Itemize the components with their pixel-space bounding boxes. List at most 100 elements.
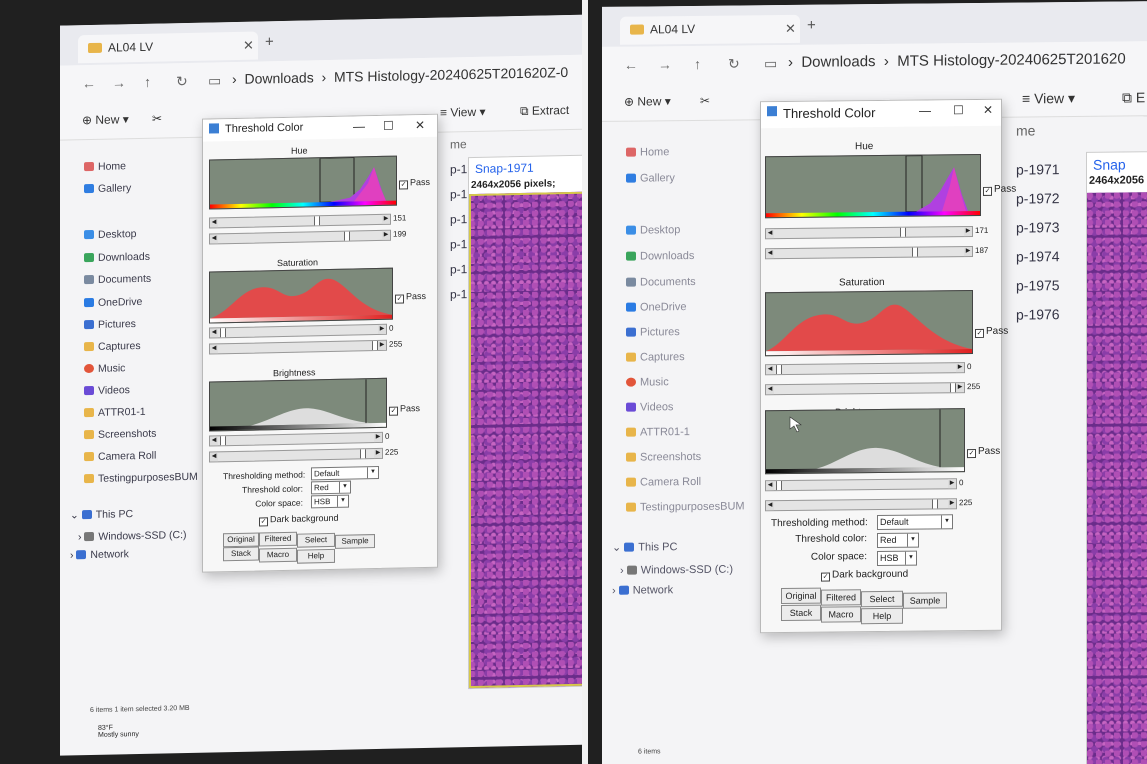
space-select[interactable]: HSB ▼	[877, 550, 917, 567]
space-select[interactable]: HSB ▼	[311, 494, 349, 509]
method-select[interactable]: Default ▼	[877, 514, 953, 531]
file-item[interactable]: p-1975	[1016, 277, 1060, 294]
tab-al04[interactable]: AL04 LV ✕	[620, 14, 800, 45]
file-item[interactable]: p-1974	[1016, 248, 1060, 265]
sidebar-item-network[interactable]: › Network	[70, 548, 129, 562]
file-item[interactable]: p-1971	[1016, 161, 1060, 178]
slider-thumb[interactable]	[900, 227, 906, 237]
stack-button[interactable]: Stack	[223, 546, 259, 562]
slider-thumb[interactable]	[220, 328, 226, 338]
sidebar-item-desktop[interactable]: Desktop	[84, 228, 137, 241]
refresh-icon[interactable]: ↻	[176, 72, 188, 90]
arrow-right-icon[interactable]: ▶	[382, 214, 390, 224]
sidebar-item-documents[interactable]: Documents	[626, 276, 696, 289]
close-icon[interactable]: ✕	[983, 102, 994, 117]
slider-thumb[interactable]	[776, 365, 782, 375]
minimize-icon[interactable]: —	[353, 119, 365, 134]
slider-thumb[interactable]	[344, 231, 350, 241]
up-icon[interactable]: ↑	[144, 73, 151, 90]
filtered-button[interactable]: Filtered	[259, 531, 297, 547]
hue-pass-checkbox[interactable]: ✓ Pass	[399, 177, 430, 190]
sidebar-item-screenshots[interactable]: Screenshots	[84, 428, 156, 442]
slider-thumb[interactable]	[220, 436, 226, 446]
arrow-left-icon[interactable]: ◀	[766, 481, 774, 491]
sidebar-item-testing[interactable]: TestingpurposesBUM	[84, 471, 198, 485]
select-button[interactable]: Select	[861, 590, 903, 608]
dark-background-checkbox[interactable]: ✓ Dark background	[259, 513, 339, 527]
sidebar-item-this-pc[interactable]: ⌄ This PC	[612, 541, 678, 554]
file-item[interactable]: p-1972	[1016, 190, 1060, 207]
brightness-pass-checkbox[interactable]: ✓ Pass	[967, 446, 1000, 459]
arrow-right-icon[interactable]: ▶	[956, 363, 964, 373]
color-select[interactable]: Red ▼	[311, 480, 351, 495]
slider-thumb[interactable]	[932, 499, 938, 509]
arrow-right-icon[interactable]: ▶	[964, 227, 972, 237]
arrow-right-icon[interactable]: ▶	[374, 432, 382, 443]
arrow-right-icon[interactable]: ▶	[948, 479, 956, 489]
back-icon[interactable]: ←	[624, 56, 638, 73]
breadcrumb[interactable]: › Downloads › MTS Histology-20240625T201…	[788, 50, 1126, 71]
arrow-right-icon[interactable]: ▶	[948, 499, 956, 509]
dark-background-checkbox[interactable]: ✓ Dark background	[821, 569, 908, 582]
sidebar-item-onedrive[interactable]: OneDrive	[626, 301, 686, 314]
sidebar-item-desktop[interactable]: Desktop	[626, 224, 680, 237]
arrow-left-icon[interactable]: ◀	[766, 249, 774, 259]
arrow-left-icon[interactable]: ◀	[766, 229, 774, 239]
tab-al04[interactable]: AL04 LV ✕	[78, 31, 258, 64]
sidebar-item-music[interactable]: Music	[626, 376, 669, 389]
minimize-icon[interactable]: —	[919, 103, 931, 118]
arrow-right-icon[interactable]: ▶	[374, 448, 382, 459]
arrow-left-icon[interactable]: ◀	[210, 436, 218, 446]
refresh-icon[interactable]: ↻	[728, 55, 740, 72]
saturation-max-slider[interactable]: ◀ ▶	[765, 382, 965, 396]
brightness-max-slider[interactable]: ◀ ▶	[209, 447, 383, 463]
cut-icon[interactable]: ✂	[700, 93, 711, 108]
original-button[interactable]: Original	[781, 587, 821, 605]
method-select[interactable]: Default ▼	[311, 465, 379, 481]
macro-button[interactable]: Macro	[821, 606, 861, 623]
sidebar-item-documents[interactable]: Documents	[84, 273, 151, 286]
arrow-right-icon[interactable]: ▶	[956, 383, 964, 393]
select-button[interactable]: Select	[297, 532, 335, 548]
sidebar-item-videos[interactable]: Videos	[84, 384, 130, 397]
slider-thumb[interactable]	[360, 449, 366, 459]
sidebar-item-music[interactable]: Music	[84, 362, 125, 375]
maximize-icon[interactable]: ☐	[383, 118, 394, 133]
sidebar-item-testing[interactable]: TestingpurposesBUM	[626, 500, 745, 514]
sidebar-item-downloads[interactable]: Downloads	[84, 251, 150, 264]
back-icon[interactable]: ←	[82, 74, 96, 92]
arrow-left-icon[interactable]: ◀	[766, 365, 774, 375]
breadcrumb-downloads[interactable]: Downloads	[801, 53, 876, 71]
slider-thumb[interactable]	[776, 481, 782, 491]
breadcrumb[interactable]: › Downloads › MTS Histology-20240625T201…	[232, 64, 569, 88]
arrow-left-icon[interactable]: ◀	[210, 344, 218, 354]
brightness-min-slider[interactable]: ◀ ▶	[765, 478, 957, 492]
arrow-right-icon[interactable]: ▶	[382, 230, 390, 240]
help-button[interactable]: Help	[297, 548, 335, 564]
arrow-right-icon[interactable]: ▶	[378, 324, 386, 334]
saturation-max-slider[interactable]: ◀ ▶	[209, 339, 387, 355]
arrow-left-icon[interactable]: ◀	[210, 452, 218, 462]
sidebar-item-this-pc[interactable]: ⌄ This PC	[70, 508, 134, 522]
sidebar-item-videos[interactable]: Videos	[626, 401, 673, 414]
new-tab-icon[interactable]: +	[807, 16, 816, 34]
new-button[interactable]: ⊕ New ▾	[624, 94, 671, 109]
sidebar-item-pictures[interactable]: Pictures	[626, 326, 680, 339]
weather-widget[interactable]: 83°F Mostly sunny	[98, 724, 139, 739]
sample-button[interactable]: Sample	[903, 592, 947, 609]
forward-icon[interactable]: →	[658, 56, 672, 73]
brightness-max-slider[interactable]: ◀ ▶	[765, 498, 957, 512]
brightness-pass-checkbox[interactable]: ✓ Pass	[389, 403, 420, 416]
sidebar-item-home[interactable]: Home	[84, 160, 126, 173]
sidebar-item-drive[interactable]: › Windows-SSD (C:)	[78, 529, 187, 544]
close-icon[interactable]: ✕	[415, 118, 426, 133]
sidebar-item-attr[interactable]: ATTR01-1	[84, 406, 146, 419]
column-header-name[interactable]: me	[1016, 122, 1036, 139]
sidebar-item-gallery[interactable]: Gallery	[84, 182, 131, 195]
file-item[interactable]: p-1973	[1016, 219, 1060, 236]
cut-icon[interactable]: ✂	[152, 111, 163, 126]
hue-min-slider[interactable]: ◀ ▶	[209, 213, 391, 229]
saturation-min-slider[interactable]: ◀ ▶	[765, 362, 965, 376]
sidebar-item-camera-roll[interactable]: Camera Roll	[626, 476, 701, 489]
breadcrumb-downloads[interactable]: Downloads	[244, 69, 314, 87]
